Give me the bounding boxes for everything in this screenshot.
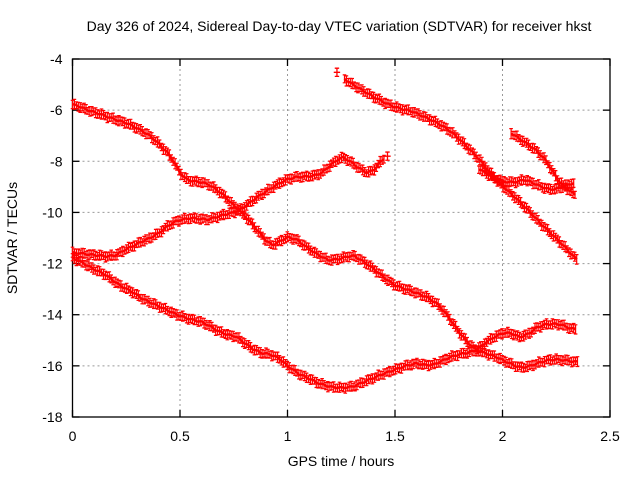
y-tick-label: -6	[50, 102, 63, 118]
y-axis-label: SDTVAR / TECUs	[4, 182, 20, 294]
series-arcB-errorbars	[70, 151, 386, 263]
series-arcA-errorbars	[70, 98, 580, 373]
y-tick-label: -18	[42, 409, 62, 425]
x-tick-label: 0.5	[170, 428, 190, 444]
series-arcA-core	[72, 103, 578, 369]
x-tick-label: 2	[499, 428, 507, 444]
plot-border	[71, 58, 611, 418]
label-layer: Day 326 of 2024, Sidereal Day-to-day VTE…	[4, 18, 591, 469]
series-arcD-errorbars	[342, 74, 579, 265]
axis-layer: 0 0.5 1 1.5 2 2.5 -18 -16 -14 -12 -10 -8 -6 -4	[42, 51, 620, 444]
chart-title: Day 326 of 2024, Sidereal Day-to-day VTE…	[87, 18, 592, 34]
y-tick-label: -8	[50, 153, 63, 169]
y-tick-label: -16	[42, 358, 62, 374]
isolated-point-arcD	[333, 67, 341, 78]
y-tick-label: -14	[42, 307, 62, 323]
x-tick-label: 1	[284, 428, 292, 444]
series-arcB-core	[72, 155, 385, 259]
y-tick-label: -10	[42, 204, 62, 220]
isolated-point-arcB	[384, 151, 391, 161]
y-tick-label: -12	[42, 256, 62, 272]
x-tick-label: 0	[69, 428, 77, 444]
data-series-layer	[70, 67, 580, 394]
x-tick-label: 1.5	[385, 428, 405, 444]
series-arcD-core	[343, 78, 578, 261]
series-arcF-core	[478, 168, 575, 192]
series-arcC-core	[71, 256, 577, 390]
y-tick-label: -4	[50, 51, 63, 67]
x-axis-label: GPS time / hours	[288, 453, 395, 469]
series-arcC-errorbars	[70, 253, 578, 394]
x-tick-label: 2.5	[600, 428, 620, 444]
